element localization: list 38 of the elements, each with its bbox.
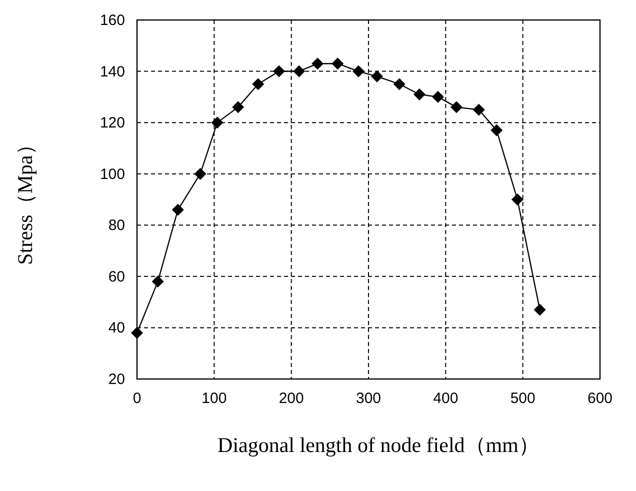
- y-tick-label: 140: [100, 63, 125, 80]
- x-tick-label: 600: [587, 390, 613, 407]
- point: [312, 58, 324, 70]
- x-tick-label: 0: [132, 390, 142, 407]
- point: [252, 78, 264, 90]
- point: [172, 204, 184, 216]
- point: [432, 90, 444, 103]
- point: [194, 168, 206, 180]
- y-tick-label: 160: [100, 12, 125, 29]
- point: [393, 78, 406, 90]
- y-tick-label: 20: [108, 371, 125, 388]
- point: [370, 70, 383, 82]
- x-tick-label: 100: [202, 390, 227, 407]
- x-tick-label: 400: [433, 390, 458, 407]
- x-axis-title: Diagonal length of node field（mm）: [218, 433, 540, 457]
- point: [152, 276, 164, 288]
- point: [352, 65, 364, 78]
- point: [332, 58, 344, 70]
- point: [413, 88, 426, 100]
- y-tick-label: 100: [100, 166, 125, 183]
- point: [211, 116, 224, 129]
- point: [450, 101, 462, 114]
- point: [293, 65, 306, 78]
- x-tick-label: 300: [356, 390, 382, 407]
- y-tick-label: 40: [108, 320, 125, 337]
- y-tick-label: 80: [108, 217, 125, 234]
- point: [534, 304, 546, 316]
- y-tick-label: 60: [108, 268, 125, 286]
- x-tick-label: 500: [510, 390, 536, 407]
- point: [511, 194, 524, 206]
- x-tick-label: 200: [278, 390, 304, 407]
- point: [272, 65, 285, 78]
- point: [232, 101, 244, 114]
- y-tick-label: 120: [100, 114, 125, 132]
- point: [472, 104, 485, 116]
- y-axis-title: Stress（Mpa）: [13, 134, 37, 265]
- point: [490, 124, 503, 136]
- point: [131, 326, 143, 339]
